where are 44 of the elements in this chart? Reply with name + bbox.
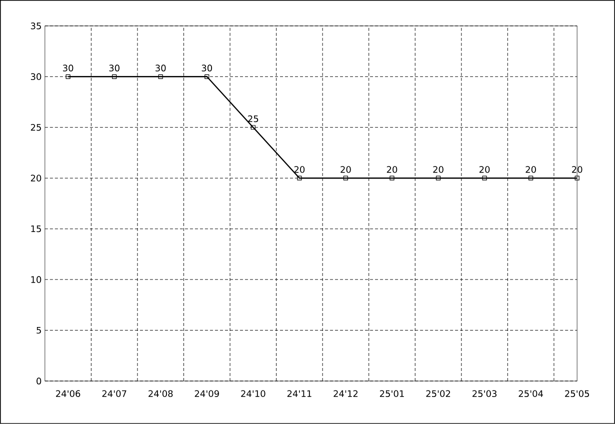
point [112,74,117,79]
data-label: 20 [479,166,490,173]
x-tick-label: 24'11 [287,390,312,397]
data-label: 30 [109,64,120,72]
point [343,176,348,180]
x-tick-label: 25'03 [472,390,497,398]
point [158,74,163,79]
point [390,176,394,180]
point [297,176,302,180]
point [204,74,210,79]
data-label: 30 [63,64,74,72]
data-label: 20 [340,166,351,173]
point [574,176,580,180]
data-label: 30 [156,64,166,72]
point [528,176,534,180]
data-label: 20 [572,166,582,173]
point [482,176,487,180]
data-label: 30 [202,64,212,72]
point [436,176,441,180]
point [250,125,256,130]
y-tick-label: 0 [36,378,42,384]
y-tick-label: 10 [31,276,42,283]
x-tick-label: 24'07 [102,390,126,398]
y-tick-label: 30 [30,73,42,80]
y-tick-label: 5 [36,326,41,334]
x-tick-label: 25'01 [380,390,404,398]
data-label: 20 [433,166,444,173]
y-tick-label: 35 [30,22,41,30]
x-tick-label: 25'02 [426,390,450,398]
x-tick-label: 24'10 [241,390,266,398]
point [66,74,70,79]
x-tick-label: 24'12 [334,390,358,397]
data-label: 20 [294,166,305,173]
x-tick-label: 24'08 [148,390,173,398]
y-tick-label: 15 [31,226,41,232]
y-tick-label: 20 [30,174,42,182]
y-tick-label: 25 [30,124,41,131]
x-tick-label: 24'06 [56,390,80,398]
x-tick-label: 25'05 [565,390,589,398]
data-label: 20 [386,166,398,173]
x-tick-label: 24'09 [194,390,219,398]
x-tick-label: 25'04 [518,390,543,398]
data-label: 20 [526,166,536,173]
data-label: 25 [248,115,258,122]
